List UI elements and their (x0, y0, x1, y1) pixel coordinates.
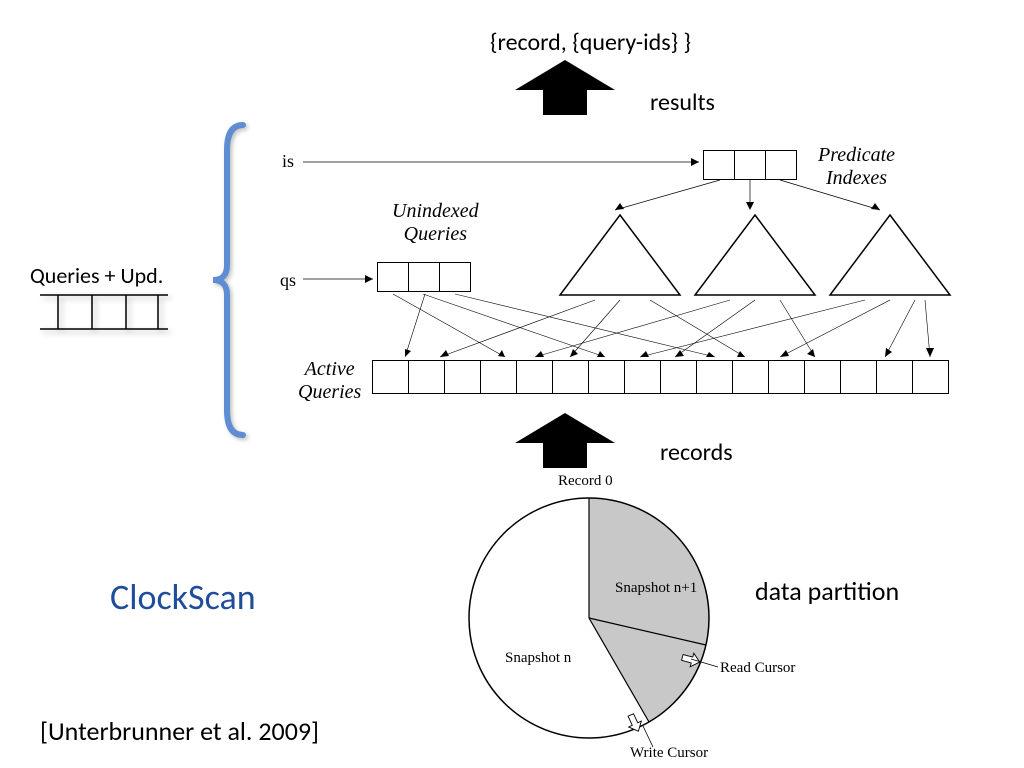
clockscan-title: ClockScan (110, 575, 256, 619)
results-arrow-icon (515, 60, 615, 120)
predicate-cells (704, 150, 797, 180)
read-cursor-label: Read Cursor (720, 660, 795, 677)
is-label: is (282, 151, 294, 172)
unindexed-cells (378, 262, 471, 292)
brace-icon (205, 120, 255, 440)
read-cursor-line (688, 655, 728, 675)
active-label: Active Queries (298, 358, 361, 404)
triangle-3 (825, 210, 955, 300)
qs-arrow (301, 271, 381, 291)
records-label: records (660, 438, 733, 467)
write-cursor-line (640, 723, 660, 749)
is-arrow (301, 150, 705, 170)
record-queryids-label: {record, {query-ids} } (490, 28, 691, 57)
fan-lines (375, 292, 965, 367)
citation-label: [Unterbrunner et al. 2009] (40, 715, 319, 747)
results-label: results (650, 88, 715, 117)
clock-circle (454, 490, 724, 750)
triangle-1 (555, 210, 685, 300)
unindexed-label: Unindexed Queries (392, 200, 479, 246)
record-0-label: Record 0 (558, 473, 613, 490)
queries-upd-cells (40, 293, 168, 338)
active-queries-row (373, 360, 949, 394)
records-arrow-icon (515, 413, 615, 473)
snapshot-np1-label: Snapshot n+1 (615, 580, 697, 597)
triangle-2 (690, 210, 820, 300)
qs-label: qs (280, 270, 296, 291)
snapshot-n-label: Snapshot n (505, 650, 571, 667)
data-partition-label: data partition (755, 575, 899, 607)
queries-upd-label: Queries + Upd. (30, 262, 163, 289)
